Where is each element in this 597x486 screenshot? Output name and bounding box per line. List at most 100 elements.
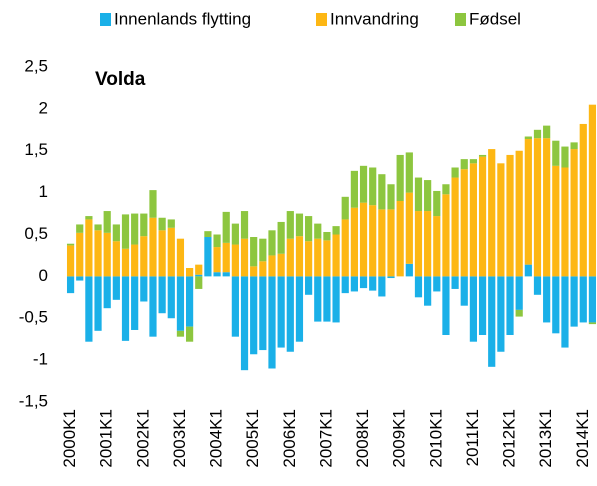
bar-segment [66, 243, 75, 246]
bar-segment [76, 224, 84, 233]
bar-segment [552, 165, 560, 277]
bar-segment [140, 213, 148, 237]
bar-segment [112, 276, 120, 300]
bar-segment [103, 211, 111, 233]
bar-segment [414, 177, 423, 212]
bar-segment [350, 207, 358, 277]
legend-label: Innvandring [330, 9, 419, 28]
y-tick-label: 2 [39, 98, 48, 117]
bar-segment [222, 242, 230, 273]
bar-segment [433, 216, 441, 277]
bar-segment [387, 276, 395, 279]
bar-segment [94, 276, 102, 331]
bar-segment [332, 226, 340, 235]
bar-segment [94, 230, 102, 277]
bar-segment [396, 201, 404, 277]
bar-segment [131, 213, 139, 245]
bar-segment [176, 276, 185, 331]
bar-segment [314, 238, 322, 277]
x-tick-label: 2014K1 [573, 409, 592, 468]
bar-segment [240, 276, 249, 371]
bar-segment [405, 192, 413, 264]
bar-segment [433, 276, 441, 292]
bar-segment [250, 237, 258, 267]
bar-segment [140, 276, 148, 302]
bar-segment [323, 240, 331, 277]
bar-segment [305, 216, 313, 242]
bar-segment [295, 276, 304, 342]
x-tick-label: 2003K1 [170, 409, 189, 468]
bar-segment [286, 276, 294, 352]
bar-segment [369, 276, 377, 291]
bar-segment [533, 276, 542, 295]
bar-segment [497, 163, 505, 277]
bar-segment [259, 261, 267, 277]
bar-segment [286, 211, 294, 239]
bar-segment [131, 244, 139, 277]
bar-segment [268, 255, 276, 277]
bar-segment [424, 211, 432, 277]
bar-segment [103, 232, 111, 277]
legend-swatch [100, 13, 111, 26]
bar-segment [506, 276, 514, 335]
legend-label: Fødsel [469, 9, 521, 28]
bar-segment [66, 276, 75, 294]
bar-segment [185, 276, 194, 327]
bar-segment [588, 322, 597, 325]
bar-segment [543, 125, 551, 139]
bar-segment [460, 276, 468, 306]
x-tick-label: 2007K1 [316, 409, 335, 468]
y-tick-label: -0,5 [19, 308, 48, 327]
x-tick-label: 2006K1 [280, 409, 299, 468]
bar-segment [497, 276, 505, 352]
y-tick-label: 0,5 [24, 224, 48, 243]
bar-segment [314, 276, 322, 322]
bar-segment [451, 276, 459, 289]
bar-segment [405, 263, 413, 277]
bar-segment [323, 231, 331, 241]
x-tick-label: 2005K1 [243, 409, 262, 468]
bar-segment [195, 274, 203, 277]
bar-segment [488, 149, 496, 277]
x-tick-label: 2008K1 [353, 409, 372, 468]
bar-segment [332, 234, 340, 277]
y-tick-label: -1 [33, 350, 48, 369]
y-tick-label: 1,5 [24, 140, 48, 159]
bar-segment [323, 276, 331, 322]
bar-segment [94, 224, 102, 231]
bar-segment [131, 276, 139, 330]
bar-segment [524, 264, 532, 277]
bar-segment [158, 276, 166, 314]
bar-segment [561, 167, 569, 277]
bar-segment [570, 149, 578, 277]
bar-segment [295, 213, 304, 237]
bar-segment [524, 136, 532, 140]
bar-segment [140, 236, 148, 277]
bar-segment [561, 146, 569, 168]
bar-segment [314, 223, 322, 239]
bar-segment [121, 214, 130, 249]
bar-segment [112, 224, 120, 242]
bar-segment [158, 230, 166, 277]
bar-segment [543, 138, 551, 277]
bar-segment [460, 159, 468, 170]
bar-segment [259, 276, 267, 351]
y-tick-label: 1 [39, 182, 48, 201]
bar-segment [167, 219, 175, 228]
bar-segment [85, 219, 93, 277]
bar-segment [359, 276, 368, 289]
bar-segment [506, 154, 514, 277]
bar-segment [414, 276, 423, 298]
bar-segment [85, 216, 93, 220]
bar-segment [259, 238, 267, 262]
x-tick-label: 2004K1 [207, 409, 226, 468]
bar-segment [359, 202, 368, 277]
y-tick-label: 0 [39, 266, 48, 285]
bar-segment [588, 276, 597, 323]
bar-segment [213, 272, 221, 277]
bar-segment [451, 167, 459, 178]
bar-segment [332, 276, 340, 323]
bar-segment [442, 194, 450, 277]
bar-segment [405, 152, 413, 193]
bar-segment [442, 276, 450, 335]
